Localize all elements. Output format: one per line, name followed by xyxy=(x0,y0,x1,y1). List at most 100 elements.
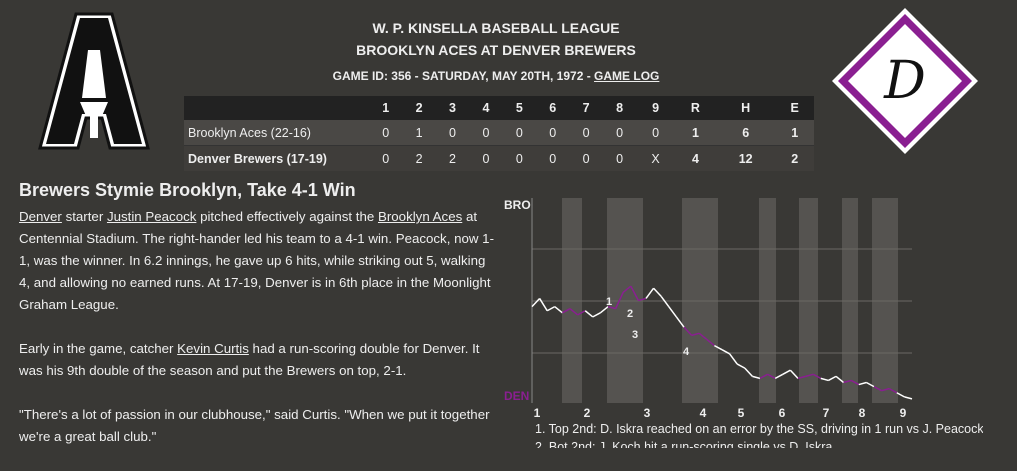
win-probability-segment xyxy=(562,308,571,314)
score-cell: X xyxy=(636,145,675,171)
player-link[interactable]: Denver xyxy=(19,209,62,224)
win-probability-segment xyxy=(828,375,837,382)
win-probability-segment xyxy=(538,298,548,312)
win-probability-segment xyxy=(599,306,609,314)
score-cell: 0 xyxy=(469,145,503,171)
text: at Centennial Stadium. The right-hander … xyxy=(19,209,495,312)
inning-label: 8 xyxy=(859,406,866,418)
win-probability-segment xyxy=(812,373,822,380)
text: "There's a lot of passion in our clubhou… xyxy=(19,407,490,444)
score-cell: 0 xyxy=(435,120,470,146)
brooklyn-logo xyxy=(38,12,150,150)
score-cell: 6 xyxy=(716,120,776,146)
paragraph: Denver starter Justin Peacock pitched ef… xyxy=(19,206,497,316)
score-cell: 0 xyxy=(569,145,603,171)
score-cell: 0 xyxy=(636,120,675,146)
play-note: 1. Top 2nd: D. Iskra reached on an error… xyxy=(535,422,983,436)
game-info-text: GAME ID: 356 - SATURDAY, MAY 20TH, 1972 … xyxy=(332,69,595,83)
inning-label: 5 xyxy=(738,406,745,418)
player-link[interactable]: Brooklyn Aces xyxy=(377,209,463,224)
inning-label: 3 xyxy=(644,406,651,418)
column-header: 3 xyxy=(435,96,470,120)
win-probability-segment xyxy=(721,349,730,355)
win-probability-segment xyxy=(805,373,814,378)
column-header: E xyxy=(775,96,814,120)
column-header: 4 xyxy=(469,96,503,120)
text: Early in the game, catcher xyxy=(19,341,178,356)
team-row: Brooklyn Aces (22-16) 0 1 0 0 0 0 0 0 0 1 6 1 xyxy=(184,120,814,146)
team-header xyxy=(184,96,369,120)
column-header: 9 xyxy=(636,96,675,120)
score-cell: 0 xyxy=(502,120,537,146)
win-probability-chart: BRO DEN 1 2 3 4 5 6 7 8 9 1 2 3 4 xyxy=(504,198,913,418)
inning-label: 6 xyxy=(779,406,786,418)
win-probability-segment xyxy=(577,310,586,316)
play-note: 2. Bot 2nd: J. Koch hit a run-scoring si… xyxy=(535,440,833,448)
box-score: 1 2 3 4 5 6 7 8 9 R H E Brooklyn Aces (22-16) 0 1 0 0 0 0 0… xyxy=(184,96,814,171)
inning-label: 9 xyxy=(900,406,907,418)
column-header: 2 xyxy=(402,96,436,120)
win-probability-segment xyxy=(744,367,753,377)
matchup-title: BROOKLYN ACES AT DENVER BREWERS xyxy=(356,42,636,58)
win-probability-segment xyxy=(873,385,882,392)
win-probability-segment xyxy=(653,287,662,297)
win-probability-segment xyxy=(614,291,624,310)
score-cell: 1 xyxy=(402,120,436,146)
score-cell: 12 xyxy=(716,145,776,171)
event-marker: 1 xyxy=(606,296,612,308)
win-probability-segment xyxy=(691,332,700,337)
win-probability-segment xyxy=(904,396,913,400)
win-probability-segment xyxy=(866,381,875,388)
league-title: W. P. KINSELLA BASEBALL LEAGUE xyxy=(372,20,620,36)
score-cell: 0 xyxy=(536,145,570,171)
win-probability-segment xyxy=(797,375,806,380)
score-cell: 0 xyxy=(369,120,403,146)
column-header: 5 xyxy=(502,96,537,120)
player-link[interactable]: Kevin Curtis xyxy=(177,341,249,356)
inning-label: 1 xyxy=(534,406,541,418)
game-log-link[interactable]: GAME LOG xyxy=(594,69,660,83)
win-probability-segment xyxy=(569,308,579,316)
score-cell: 0 xyxy=(469,120,503,146)
score-cell: 2 xyxy=(435,145,470,171)
event-marker: 3 xyxy=(632,329,638,341)
text: pitched effectively against the xyxy=(196,209,378,224)
bottom-label: DEN xyxy=(504,389,529,403)
svg-text:D: D xyxy=(883,51,926,111)
win-probability-segment xyxy=(638,297,647,302)
score-cell: 0 xyxy=(369,145,403,171)
team-row: Denver Brewers (17-19) 0 2 2 0 0 0 0 0 X 4 12 2 xyxy=(184,145,814,171)
article: Brewers Stymie Brooklyn, Take 4-1 Win Den… xyxy=(19,178,497,470)
win-probability-segment xyxy=(843,379,852,384)
score-cell: 1 xyxy=(674,120,716,146)
win-probability-segment xyxy=(584,310,594,318)
event-marker: 4 xyxy=(683,346,690,358)
paragraph: Early in the game, catcher Kevin Curtis … xyxy=(19,338,497,382)
column-header: 8 xyxy=(602,96,637,120)
win-probability-segment xyxy=(668,306,678,318)
win-probability-segment xyxy=(896,392,905,398)
score-cell: 2 xyxy=(775,145,814,171)
team-name: Brooklyn Aces (22-16) xyxy=(184,120,369,146)
column-header: 7 xyxy=(569,96,603,120)
win-probability-segment xyxy=(660,295,670,308)
win-probability-segment xyxy=(622,285,632,293)
column-header: 6 xyxy=(536,96,570,120)
win-probability-segment xyxy=(820,377,829,382)
game-info: GAME ID: 356 - SATURDAY, MAY 20TH, 1972 … xyxy=(300,69,692,83)
win-probability-segment xyxy=(607,305,616,310)
win-probability-segment xyxy=(835,375,845,384)
event-marker: 2 xyxy=(627,308,633,320)
win-probability-segment xyxy=(767,373,776,380)
player-link[interactable]: Justin Peacock xyxy=(106,209,197,224)
score-cell: 4 xyxy=(674,145,716,171)
win-probability-segment xyxy=(531,297,541,308)
win-probability-segment xyxy=(592,312,601,318)
win-probability-segment xyxy=(774,373,784,380)
score-cell: 0 xyxy=(602,120,637,146)
win-probability-segment xyxy=(554,306,563,314)
score-cell: 2 xyxy=(402,145,436,171)
paragraph: "There's a lot of passion in our clubhou… xyxy=(19,404,497,448)
win-probability-segment xyxy=(546,305,556,312)
